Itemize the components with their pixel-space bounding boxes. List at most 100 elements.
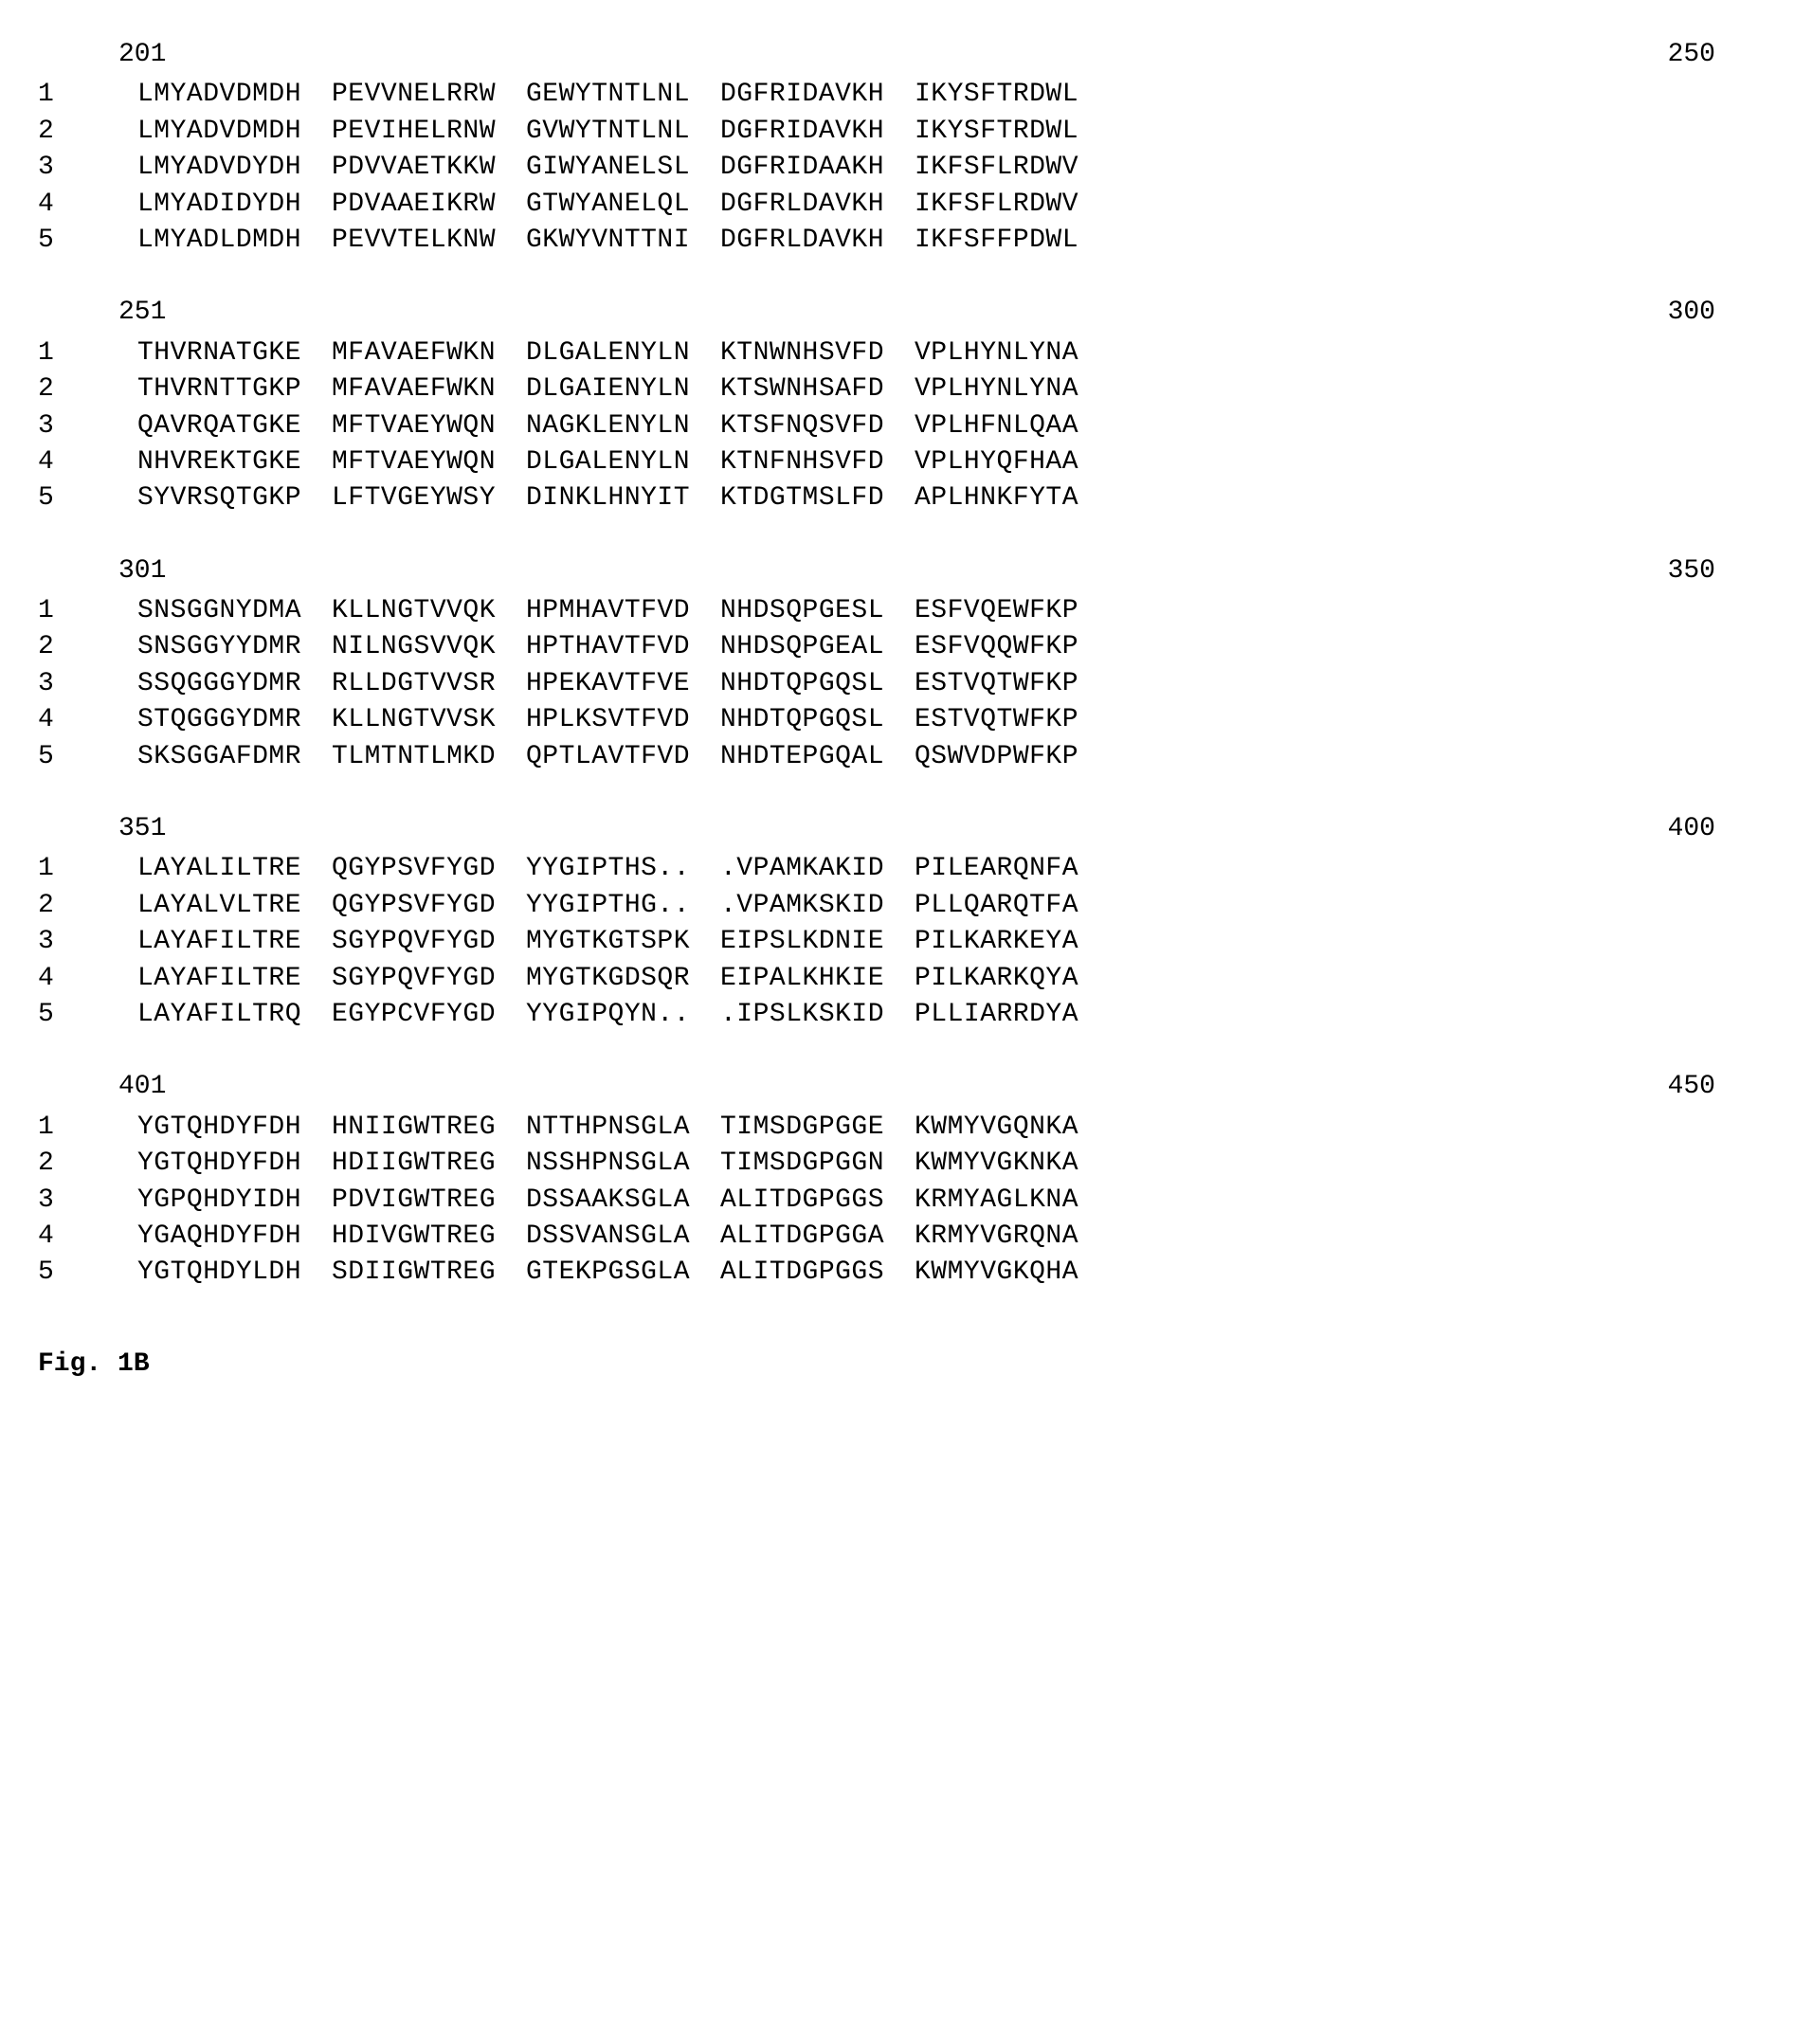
sequence-cell: IKFSFLRDWV xyxy=(915,188,1109,222)
sequence-cell: KTSWNHSAFD xyxy=(720,372,915,407)
sequence-cell: YGTQHDYFDH xyxy=(137,1147,332,1181)
sequence-cell: KWMYVGKNKA xyxy=(915,1147,1109,1181)
position-start: 351 xyxy=(118,812,166,846)
sequence-row: 2YGTQHDYFDHHDIIGWTREGNSSHPNSGLATIMSDGPGG… xyxy=(19,1147,1793,1181)
sequence-row-label: 4 xyxy=(19,962,137,996)
sequence-cell: SGYPQVFYGD xyxy=(332,962,526,996)
sequence-cell: DSSAAKSGLA xyxy=(526,1184,720,1218)
sequence-cell: GEWYTNTLNL xyxy=(526,78,720,112)
sequence-cell: QSWVDPWFKP xyxy=(915,740,1109,774)
sequence-cell: KLLNGTVVSK xyxy=(332,703,526,737)
alignment-block: 3514001LAYALILTREQGYPSVFYGDYYGIPTHS...VP… xyxy=(19,812,1793,1032)
sequence-cell: KLLNGTVVQK xyxy=(332,594,526,628)
sequence-cell: PILKARKEYA xyxy=(915,925,1109,959)
sequence-cell: HNIIGWTREG xyxy=(332,1111,526,1145)
sequence-cell: SSQGGGYDMR xyxy=(137,667,332,701)
sequence-cell: NHVREKTGKE xyxy=(137,445,332,479)
sequence-cell: IKYSFTRDWL xyxy=(915,78,1109,112)
sequence-row: 2LAYALVLTREQGYPSVFYGDYYGIPTHG...VPAMKSKI… xyxy=(19,889,1793,923)
sequence-cell: THVRNTTGKP xyxy=(137,372,332,407)
sequence-cell: MFTVAEYWQN xyxy=(332,409,526,443)
sequence-cell: HPLKSVTFVD xyxy=(526,703,720,737)
sequence-cell: LFTVGEYWSY xyxy=(332,481,526,516)
sequence-row-label: 3 xyxy=(19,151,137,185)
sequence-row: 4STQGGGYDMRKLLNGTVVSKHPLKSVTFVDNHDTQPGQS… xyxy=(19,703,1793,737)
sequence-cell: KRMYAGLKNA xyxy=(915,1184,1109,1218)
sequence-row-label: 3 xyxy=(19,1184,137,1218)
sequence-row-label: 2 xyxy=(19,889,137,923)
sequence-cell: MFTVAEYWQN xyxy=(332,445,526,479)
sequence-row: 1YGTQHDYFDHHNIIGWTREGNTTHPNSGLATIMSDGPGG… xyxy=(19,1111,1793,1145)
sequence-row: 2SNSGGYYDMRNILNGSVVQKHPTHAVTFVDNHDSQPGEA… xyxy=(19,630,1793,664)
sequence-cell: EGYPCVFYGD xyxy=(332,998,526,1032)
sequence-row-label: 5 xyxy=(19,481,137,516)
sequence-cell: PDVAAEIKRW xyxy=(332,188,526,222)
position-header: 301350 xyxy=(19,554,1793,588)
sequence-cell: KRMYVGRQNA xyxy=(915,1220,1109,1254)
sequence-cell: PDVIGWTREG xyxy=(332,1184,526,1218)
sequence-cell: ALITDGPGGS xyxy=(720,1184,915,1218)
sequence-cell: KTSFNQSVFD xyxy=(720,409,915,443)
sequence-cell: LAYAFILTRQ xyxy=(137,998,332,1032)
sequence-cell: HDIIGWTREG xyxy=(332,1147,526,1181)
sequence-cell: SYVRSQTGKP xyxy=(137,481,332,516)
sequence-row: 5YGTQHDYLDHSDIIGWTREGGTEKPGSGLAALITDGPGG… xyxy=(19,1256,1793,1290)
sequence-row-label: 3 xyxy=(19,409,137,443)
sequence-row-label: 5 xyxy=(19,740,137,774)
sequence-cell: THVRNATGKE xyxy=(137,336,332,371)
sequence-row-label: 1 xyxy=(19,336,137,371)
sequence-row: 1SNSGGNYDMAKLLNGTVVQKHPMHAVTFVDNHDSQPGES… xyxy=(19,594,1793,628)
sequence-row-label: 4 xyxy=(19,1220,137,1254)
sequence-row-label: 3 xyxy=(19,667,137,701)
sequence-cell: VPLHYNLYNA xyxy=(915,372,1109,407)
sequence-cell: QPTLAVTFVD xyxy=(526,740,720,774)
sequence-cell: TLMTNTLMKD xyxy=(332,740,526,774)
sequence-alignment-container: 2012501LMYADVDMDHPEVVNELRRWGEWYTNTLNLDGF… xyxy=(19,38,1793,1291)
sequence-row: 1LMYADVDMDHPEVVNELRRWGEWYTNTLNLDGFRIDAVK… xyxy=(19,78,1793,112)
sequence-cell: PILEARQNFA xyxy=(915,852,1109,886)
sequence-cell: DGFRLDAVKH xyxy=(720,224,915,258)
sequence-cell: LAYALILTRE xyxy=(137,852,332,886)
position-end: 400 xyxy=(166,812,1793,846)
sequence-cell: PDVVAETKKW xyxy=(332,151,526,185)
sequence-cell: NHDSQPGEAL xyxy=(720,630,915,664)
position-end: 350 xyxy=(166,554,1793,588)
alignment-block: 2012501LMYADVDMDHPEVVNELRRWGEWYTNTLNLDGF… xyxy=(19,38,1793,258)
sequence-row-label: 1 xyxy=(19,78,137,112)
sequence-row: 4YGAQHDYFDHHDIVGWTREGDSSVANSGLAALITDGPGG… xyxy=(19,1220,1793,1254)
sequence-cell: DGFRLDAVKH xyxy=(720,188,915,222)
position-header: 351400 xyxy=(19,812,1793,846)
position-end: 450 xyxy=(166,1070,1793,1104)
sequence-cell: IKYSFTRDWL xyxy=(915,115,1109,149)
sequence-cell: VPLHYQFHAA xyxy=(915,445,1109,479)
sequence-cell: DGFRIDAVKH xyxy=(720,115,915,149)
sequence-cell: ESFVQEWFKP xyxy=(915,594,1109,628)
sequence-cell: YYGIPTHS.. xyxy=(526,852,720,886)
sequence-cell: PEVVTELKNW xyxy=(332,224,526,258)
sequence-cell: LAYALVLTRE xyxy=(137,889,332,923)
sequence-cell: KWMYVGQNKA xyxy=(915,1111,1109,1145)
sequence-cell: VPLHYNLYNA xyxy=(915,336,1109,371)
sequence-cell: LMYADVDYDH xyxy=(137,151,332,185)
sequence-row: 3LMYADVDYDHPDVVAETKKWGIWYANELSLDGFRIDAAK… xyxy=(19,151,1793,185)
sequence-cell: HDIVGWTREG xyxy=(332,1220,526,1254)
sequence-row-label: 1 xyxy=(19,852,137,886)
sequence-cell: APLHNKFYTA xyxy=(915,481,1109,516)
sequence-cell: GVWYTNTLNL xyxy=(526,115,720,149)
sequence-cell: NTTHPNSGLA xyxy=(526,1111,720,1145)
sequence-cell: EIPALKHKIE xyxy=(720,962,915,996)
alignment-block: 301350 1SNSGGNYDMAKLLNGTVVQKHPMHAVTFVDNHD… xyxy=(19,554,1793,774)
sequence-cell: SDIIGWTREG xyxy=(332,1256,526,1290)
sequence-cell: DLGALENYLN xyxy=(526,336,720,371)
sequence-cell: NAGKLENYLN xyxy=(526,409,720,443)
sequence-cell: LMYADVDMDH xyxy=(137,115,332,149)
sequence-cell: PLLQARQTFA xyxy=(915,889,1109,923)
alignment-block: 401450 1YGTQHDYFDHHNIIGWTREGNTTHPNSGLATIM… xyxy=(19,1070,1793,1290)
sequence-cell: KTNWNHSVFD xyxy=(720,336,915,371)
sequence-row-label: 4 xyxy=(19,703,137,737)
position-start: 401 xyxy=(118,1070,166,1104)
sequence-cell: QAVRQATGKE xyxy=(137,409,332,443)
position-end: 300 xyxy=(166,296,1793,330)
sequence-cell: ALITDGPGGS xyxy=(720,1256,915,1290)
sequence-cell: YYGIPTHG.. xyxy=(526,889,720,923)
